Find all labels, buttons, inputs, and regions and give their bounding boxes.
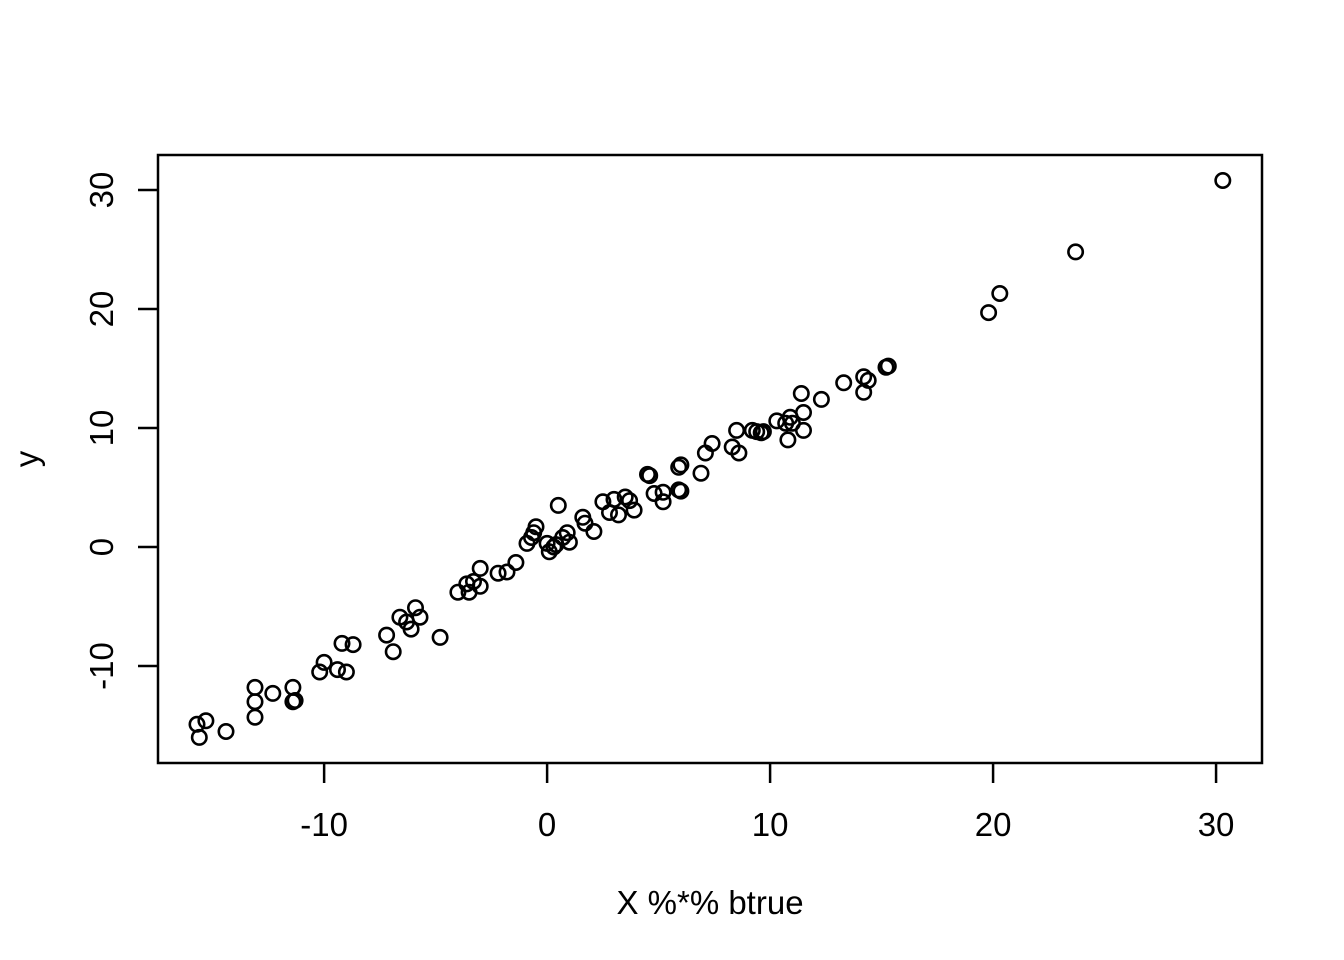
data-point <box>672 456 690 474</box>
data-point <box>1214 172 1232 190</box>
y-tick-label: 10 <box>83 410 120 447</box>
data-point <box>507 553 525 571</box>
data-point <box>384 643 402 661</box>
x-tick-label: -10 <box>300 806 348 843</box>
data-point <box>406 599 424 617</box>
data-point <box>333 634 351 652</box>
data-point <box>728 421 746 439</box>
data-point <box>835 374 853 392</box>
data-point <box>625 501 643 519</box>
data-point <box>654 493 672 511</box>
y-tick-label: 0 <box>83 538 120 556</box>
data-point <box>246 708 264 726</box>
data-point <box>654 483 672 501</box>
data-point <box>855 383 873 401</box>
data-point <box>471 559 489 577</box>
data-point <box>471 577 489 595</box>
data-point <box>246 678 264 696</box>
data-point <box>311 663 329 681</box>
data-point <box>794 403 812 421</box>
x-tick-label: 20 <box>975 806 1012 843</box>
data-point <box>411 608 429 626</box>
data-point <box>402 620 420 638</box>
data-point <box>991 284 1009 302</box>
data-point <box>616 488 634 506</box>
data-point <box>558 524 576 542</box>
data-point <box>545 538 563 556</box>
data-point <box>585 522 603 540</box>
data-point <box>197 712 215 730</box>
x-tick-label: 0 <box>538 806 556 843</box>
x-axis-label: X %*% btrue <box>616 884 803 921</box>
data-point <box>264 684 282 702</box>
data-point <box>527 518 545 536</box>
y-tick-label: -10 <box>83 642 120 690</box>
data-point <box>560 533 578 551</box>
data-point <box>188 715 206 733</box>
data-point <box>670 458 688 476</box>
data-point <box>1067 243 1085 261</box>
data-point <box>812 390 830 408</box>
data-point <box>730 444 748 462</box>
data-point <box>879 357 897 375</box>
data-point <box>779 431 797 449</box>
data-point <box>980 304 998 322</box>
data-point <box>621 492 639 510</box>
data-point <box>246 693 264 711</box>
data-point <box>792 384 810 402</box>
data-point <box>692 464 710 482</box>
plot-box <box>156 153 1264 765</box>
data-point <box>344 636 362 654</box>
data-point <box>328 661 346 679</box>
y-axis-ticks: -10 0 10 20 30 <box>83 172 158 690</box>
x-tick-label: 10 <box>752 806 789 843</box>
x-axis-ticks: -10 0 10 20 30 <box>300 763 1234 843</box>
data-point <box>794 421 812 439</box>
data-point <box>337 663 355 681</box>
data-points <box>188 172 1232 746</box>
data-point <box>489 564 507 582</box>
data-point <box>378 626 396 644</box>
data-point <box>431 628 449 646</box>
y-tick-label: 20 <box>83 291 120 328</box>
y-axis-label: y <box>8 450 45 467</box>
data-point <box>641 467 659 485</box>
data-point <box>315 653 333 671</box>
data-point <box>286 691 304 709</box>
y-tick-label: 30 <box>83 172 120 209</box>
data-point <box>672 482 690 500</box>
data-point <box>609 506 627 524</box>
data-point <box>855 368 873 386</box>
data-point <box>754 423 772 441</box>
x-tick-label: 30 <box>1198 806 1235 843</box>
data-point <box>498 563 516 581</box>
data-point <box>217 722 235 740</box>
data-point <box>549 496 567 514</box>
data-point <box>703 434 721 452</box>
